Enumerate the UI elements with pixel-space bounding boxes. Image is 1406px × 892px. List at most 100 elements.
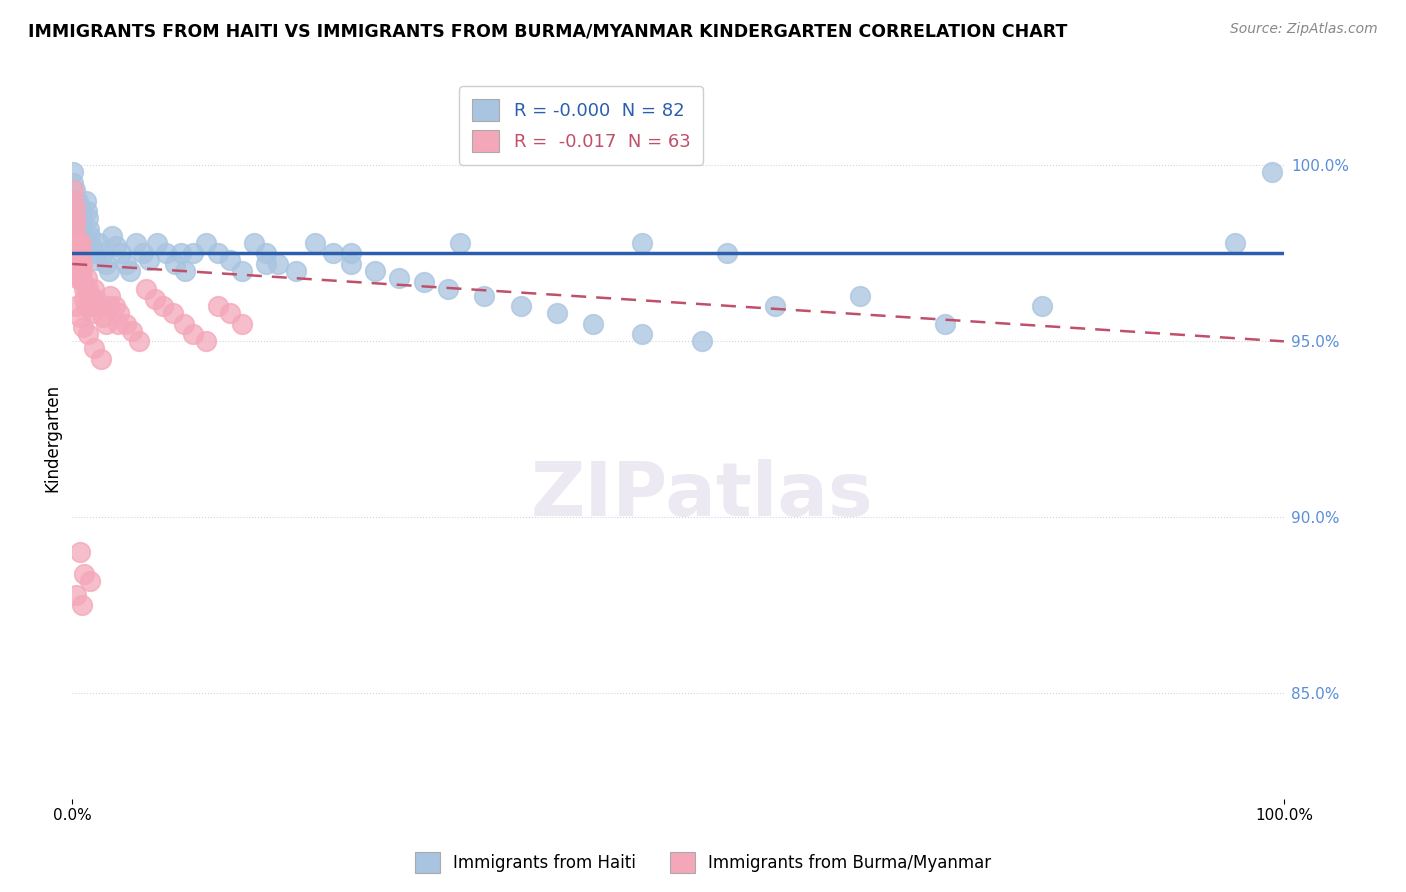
Point <box>546 306 568 320</box>
Point <box>231 317 253 331</box>
Point <box>63 183 86 197</box>
Point <box>1225 235 1247 250</box>
Point <box>66 228 89 243</box>
Point <box>87 299 110 313</box>
Point <box>69 228 91 243</box>
Point <box>107 317 129 331</box>
Point <box>162 306 184 320</box>
Point <box>412 275 434 289</box>
Point <box>72 275 94 289</box>
Point <box>62 194 84 208</box>
Point <box>267 257 290 271</box>
Point <box>67 211 90 226</box>
Point <box>114 317 136 331</box>
Point <box>70 257 93 271</box>
Text: Source: ZipAtlas.com: Source: ZipAtlas.com <box>1230 22 1378 37</box>
Point <box>101 228 124 243</box>
Point <box>87 235 110 250</box>
Point <box>65 204 87 219</box>
Point <box>63 201 86 215</box>
Point <box>63 211 86 226</box>
Point <box>67 246 90 260</box>
Point <box>254 257 277 271</box>
Point <box>83 281 105 295</box>
Point <box>582 317 605 331</box>
Point <box>207 246 229 260</box>
Point <box>77 221 100 235</box>
Point <box>65 235 87 250</box>
Point <box>66 253 89 268</box>
Point <box>67 235 90 250</box>
Point <box>63 194 86 208</box>
Point <box>120 264 142 278</box>
Point <box>364 264 387 278</box>
Point <box>70 221 93 235</box>
Point <box>69 218 91 232</box>
Point <box>73 281 96 295</box>
Point <box>194 235 217 250</box>
Point <box>83 246 105 260</box>
Point <box>340 246 363 260</box>
Point <box>65 246 87 260</box>
Point <box>69 271 91 285</box>
Point <box>91 310 114 324</box>
Point <box>91 246 114 260</box>
Point <box>322 246 344 260</box>
Point <box>388 271 411 285</box>
Point <box>65 588 87 602</box>
Point <box>69 257 91 271</box>
Point <box>77 288 100 302</box>
Legend: Immigrants from Haiti, Immigrants from Burma/Myanmar: Immigrants from Haiti, Immigrants from B… <box>408 846 998 880</box>
Point <box>62 183 84 197</box>
Point <box>128 334 150 349</box>
Point <box>69 201 91 215</box>
Point <box>138 253 160 268</box>
Point <box>98 288 121 302</box>
Point <box>66 264 89 278</box>
Point <box>65 218 87 232</box>
Point <box>165 257 187 271</box>
Point <box>69 264 91 278</box>
Point <box>75 299 97 313</box>
Point <box>65 228 87 243</box>
Point <box>183 327 205 342</box>
Point <box>194 334 217 349</box>
Point <box>218 306 240 320</box>
Point <box>285 264 308 278</box>
Point <box>97 264 120 278</box>
Point <box>155 246 177 260</box>
Point <box>86 292 108 306</box>
Point <box>1031 299 1053 313</box>
Point <box>70 599 93 613</box>
Point <box>69 246 91 260</box>
Point <box>62 165 84 179</box>
Point <box>73 566 96 581</box>
Point <box>340 257 363 271</box>
Point <box>630 327 652 342</box>
Point <box>104 239 127 253</box>
Point <box>763 299 786 313</box>
Point <box>437 281 460 295</box>
Point <box>76 204 98 219</box>
Point <box>254 246 277 260</box>
Point <box>70 264 93 278</box>
Point <box>173 317 195 331</box>
Point <box>80 239 103 253</box>
Point <box>69 246 91 260</box>
Point <box>65 211 87 226</box>
Point <box>97 299 120 313</box>
Point <box>69 235 91 250</box>
Point <box>231 264 253 278</box>
Point <box>135 281 157 295</box>
Point <box>66 271 89 285</box>
Point <box>65 299 87 313</box>
Point <box>63 218 86 232</box>
Point <box>143 292 166 306</box>
Point <box>76 271 98 285</box>
Point <box>125 235 148 250</box>
Point <box>63 201 86 215</box>
Point <box>83 342 105 356</box>
Point <box>66 235 89 250</box>
Point <box>152 299 174 313</box>
Point <box>243 235 266 250</box>
